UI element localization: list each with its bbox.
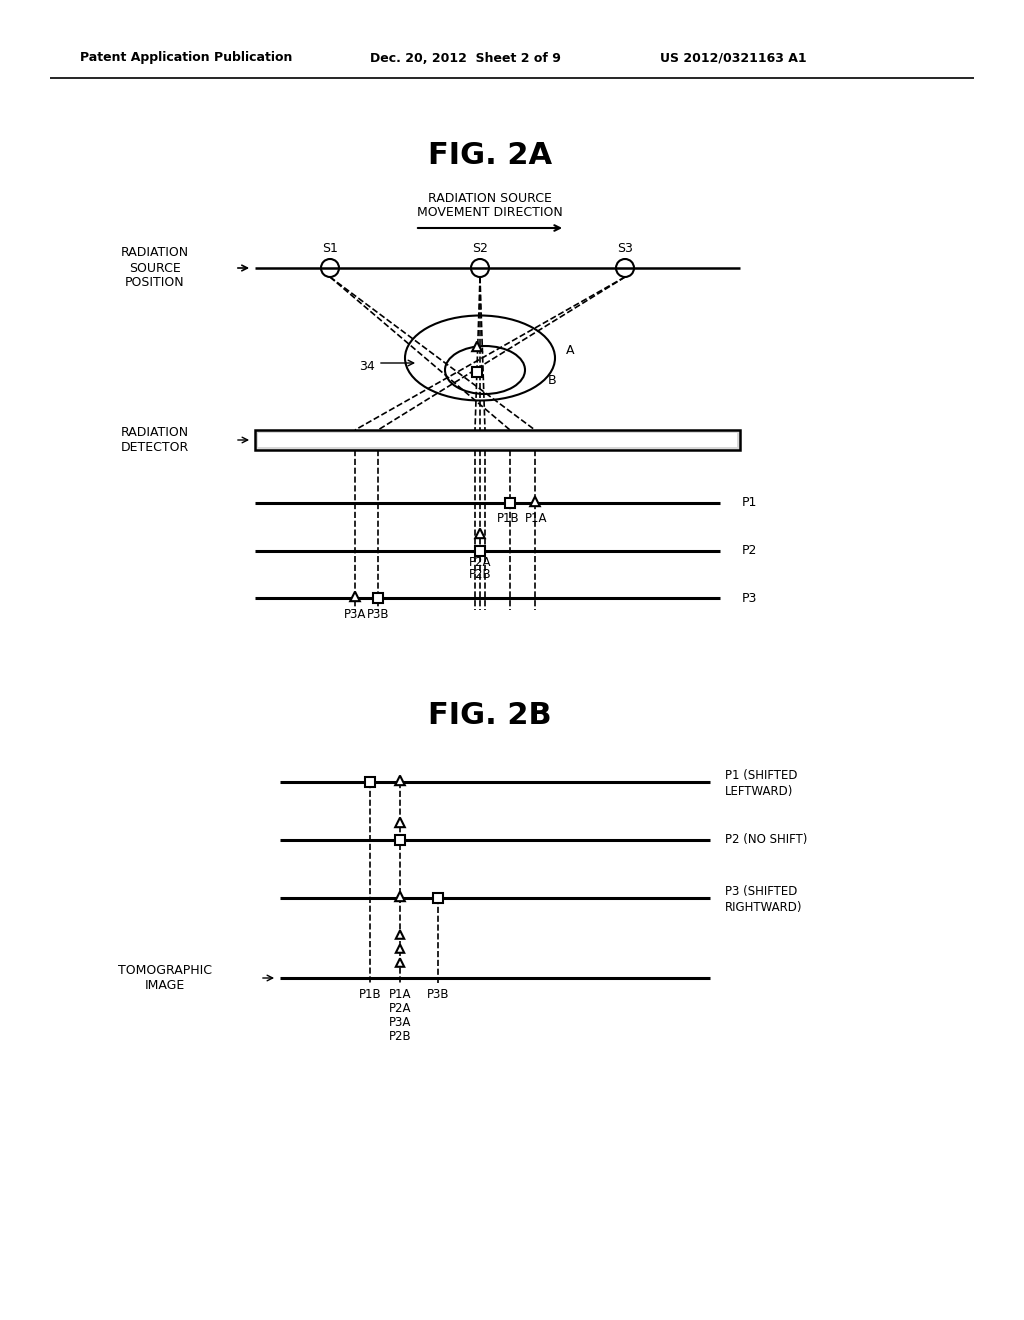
Text: P2B: P2B [469,569,492,582]
Text: P2B: P2B [389,1030,412,1043]
Polygon shape [472,342,482,351]
Text: FIG. 2B: FIG. 2B [428,701,552,730]
FancyBboxPatch shape [255,430,740,450]
Polygon shape [396,931,404,939]
Polygon shape [395,817,404,828]
Polygon shape [395,891,404,902]
Text: P1A: P1A [389,987,412,1001]
Text: Dec. 20, 2012  Sheet 2 of 9: Dec. 20, 2012 Sheet 2 of 9 [370,51,561,65]
Text: RIGHTWARD): RIGHTWARD) [725,900,803,913]
Text: P1A: P1A [524,512,547,525]
Text: P1B: P1B [358,987,381,1001]
Text: P2: P2 [742,544,758,557]
Text: TOMOGRAPHIC
IMAGE: TOMOGRAPHIC IMAGE [118,964,212,993]
Text: P2 (NO SHIFT): P2 (NO SHIFT) [725,833,807,846]
Text: A: A [565,343,574,356]
Text: P2A: P2A [469,557,492,569]
Bar [505,498,515,508]
Text: P1B: P1B [497,512,519,525]
Bar [395,836,406,845]
Bar [472,367,482,378]
Bar [258,433,737,447]
Text: RADIATION
SOURCE
POSITION: RADIATION SOURCE POSITION [121,247,189,289]
Text: Patent Application Publication: Patent Application Publication [80,51,293,65]
Text: P3: P3 [742,591,758,605]
Bar [475,546,485,556]
Text: US 2012/0321163 A1: US 2012/0321163 A1 [660,51,807,65]
Text: MOVEMENT DIRECTION: MOVEMENT DIRECTION [417,206,563,219]
Polygon shape [396,958,404,966]
Text: FIG. 2A: FIG. 2A [428,140,552,169]
Text: S1: S1 [323,242,338,255]
Polygon shape [350,591,359,601]
Bar [433,894,443,903]
Text: RADIATION
DETECTOR: RADIATION DETECTOR [121,426,189,454]
Text: P3 (SHIFTED: P3 (SHIFTED [725,886,798,899]
Text: P2A: P2A [389,1002,412,1015]
Text: RADIATION SOURCE: RADIATION SOURCE [428,191,552,205]
Bar [373,593,383,603]
Text: P3B: P3B [367,607,389,620]
Bar [365,777,375,787]
Text: P1 (SHIFTED: P1 (SHIFTED [725,770,798,783]
Text: P1: P1 [742,496,758,510]
Text: LEFTWARD): LEFTWARD) [725,784,794,797]
Polygon shape [396,944,404,953]
Text: S3: S3 [617,242,633,255]
Text: P3A: P3A [344,607,367,620]
Text: B: B [548,374,556,387]
Text: S2: S2 [472,242,488,255]
Text: 34: 34 [359,359,375,372]
Polygon shape [530,496,540,506]
Text: P3B: P3B [427,987,450,1001]
Polygon shape [475,528,484,539]
Polygon shape [395,776,404,785]
Text: P3A: P3A [389,1015,412,1028]
